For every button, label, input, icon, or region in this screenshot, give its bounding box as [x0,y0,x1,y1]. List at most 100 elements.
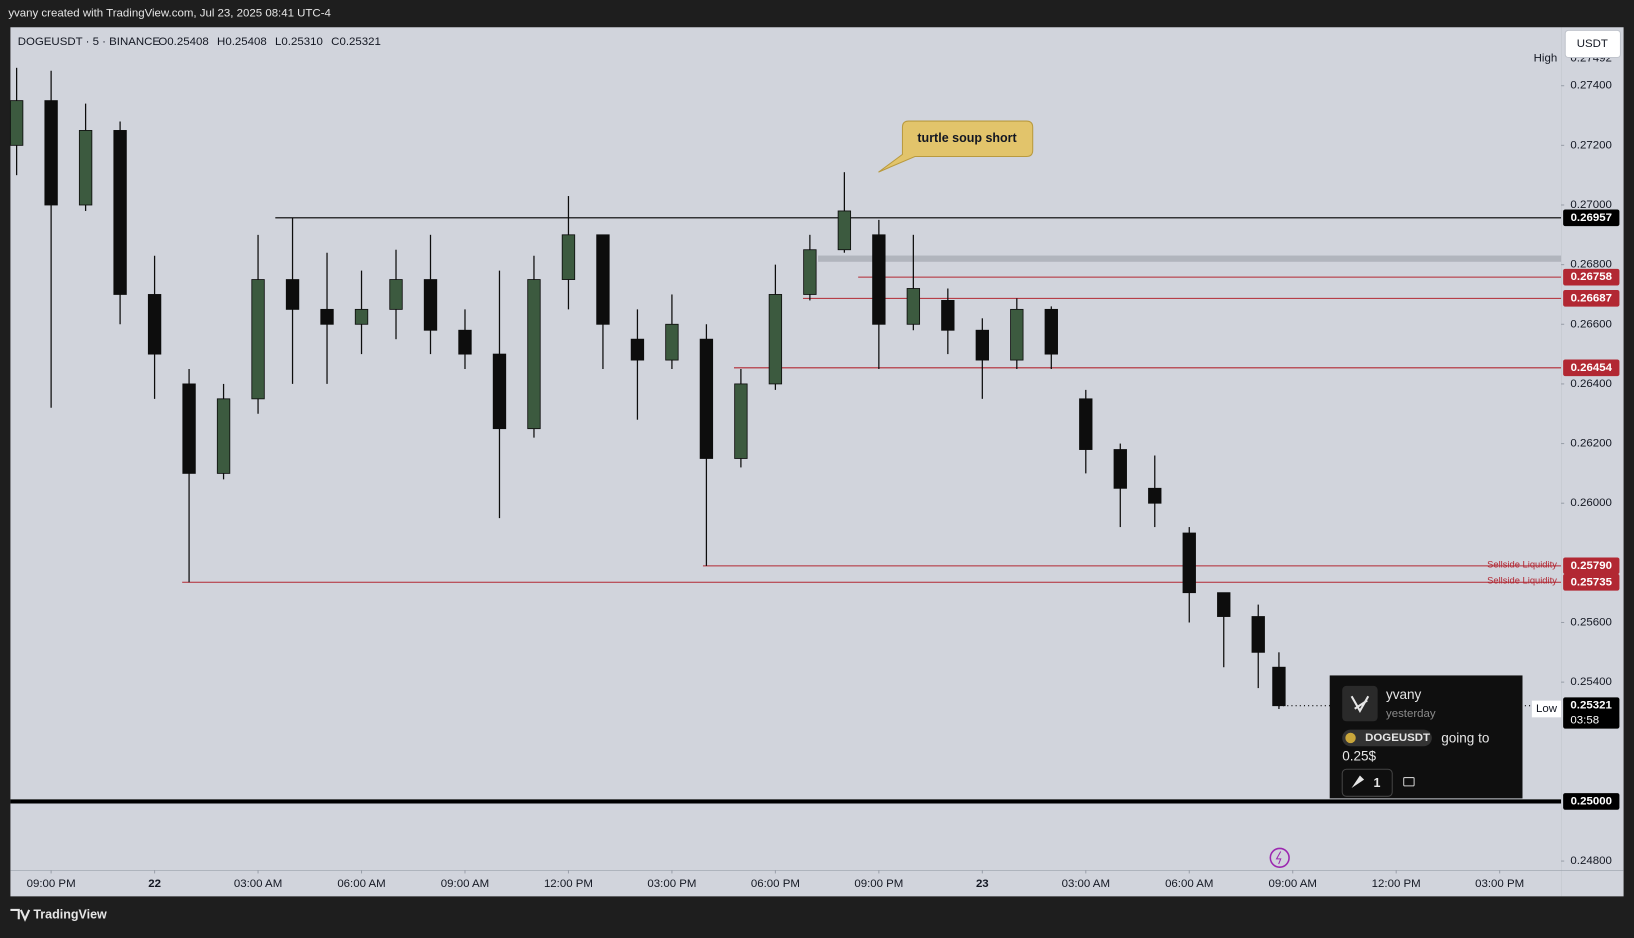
y-tick-label: 0.25600 [1570,617,1611,629]
currency-box[interactable] [1564,29,1621,58]
candle-body [113,130,127,295]
comment-time: yesterday [1386,708,1436,720]
price-label: 0.26687 [1571,292,1612,304]
candle-body [320,308,334,325]
low-tag-bg [1531,700,1562,718]
candles [9,67,1286,709]
candle-body [492,353,507,430]
x-tick-label: 09:00 PM [27,878,76,890]
symbol-chip[interactable] [1342,729,1432,747]
grid [50,85,1565,874]
coin-icon [1345,732,1356,744]
candle-body [803,249,817,295]
legend-value: L0.25310 [275,36,323,48]
event-bolt [1275,851,1282,865]
x-tick-label: 03:00 PM [647,878,696,890]
annotation: turtle soup short [917,131,1017,145]
candle-body [285,279,300,310]
legend-value: C0.25321 [331,36,381,48]
high-tag: High [1534,52,1558,64]
candle-body [1044,308,1058,355]
candle-body [699,338,714,459]
price-label: 0.26758 [1571,271,1613,283]
price-label-bg [1563,793,1620,810]
boost-button[interactable] [1341,768,1393,797]
high-price: 0.27492 [1570,52,1611,64]
candle-body [458,329,472,355]
y-tick-label: 0.26400 [1570,378,1611,390]
comment-text: 0.25$ [1342,748,1376,763]
price-label: 0.25735 [1571,576,1613,588]
price-label-bg [1563,359,1620,377]
candle-body [561,234,576,280]
price-label: 0.26957 [1571,212,1612,224]
x-tick-label: 23 [976,878,989,890]
candle-body [872,234,886,325]
x-tick-label: 22 [148,878,161,890]
candle-body [216,398,231,474]
candle-body [527,279,541,430]
comment-symbol: DOGEUSDT [1365,732,1430,744]
header-text: yvany created with TradingView.com, Jul … [8,8,331,20]
legend-value: O0.25408 [158,36,208,48]
time-axis [10,870,1562,897]
candle-body [1148,487,1162,504]
candle-body [906,288,921,325]
logo [10,908,31,922]
brand: TradingView [33,907,107,921]
candle-body [423,279,438,331]
candle-body [147,294,162,355]
candle-body [734,383,748,459]
countdown: 03:58 [1570,714,1599,726]
reply-icon[interactable] [1403,777,1415,787]
comment-author: yvany [1386,687,1422,702]
candle-body [1010,308,1024,361]
candle-body [1272,666,1286,707]
y-tick-label: 0.27000 [1570,199,1611,211]
zone [818,255,1562,262]
legend-value: H0.25408 [217,36,267,48]
last-price-bg [1563,697,1620,729]
y-tick-label: 0.26200 [1570,438,1611,450]
y-tick-label: 0.25400 [1570,676,1611,688]
low-tag: Low [1536,703,1558,715]
level-note: Sellside Liquidity [1487,559,1557,569]
y-tick-label: 0.26600 [1570,318,1611,330]
candle-body [1079,398,1093,450]
y-tick-label: 0.24800 [1570,855,1611,867]
candle-body [596,234,610,325]
x-tick-label: 12:00 PM [1372,878,1421,890]
currency: USDT [1577,38,1608,50]
x-tick-label: 09:00 AM [1269,878,1317,890]
x-tick-label: 06:00 AM [1165,878,1213,890]
candle-body [389,279,403,310]
candle-body [837,210,852,251]
event-icon[interactable] [1269,847,1290,868]
candle-body [251,279,265,400]
candle-body [1182,532,1196,594]
x-tick-label: 06:00 PM [751,878,800,890]
price-label-bg [1563,573,1620,591]
candle-body [630,338,645,361]
candle-body [9,100,24,146]
x-tick-label: 03:00 AM [234,878,282,890]
legend-ohlc: O0.25408 H0.25408 L0.25310 C0.25321 [158,36,380,48]
x-tick-label: 09:00 AM [441,878,489,890]
x-tick-label: 12:00 PM [544,878,593,890]
price-label-bg [1563,557,1620,575]
symbol: DOGEUSDT · 5 · BINANCE [18,36,161,48]
price-label-bg [1563,209,1620,227]
y-tick-label: 0.26800 [1570,259,1611,271]
y-tick-label: 0.26000 [1570,497,1611,509]
axis-labels: 0.24800 0.25400 0.25600 0.26000 0.26200 0.264… [27,52,1620,890]
plot-area [10,27,1562,871]
comment-card[interactable]: yvany yesterday DOGEUSDT going to 0.25$ … [1329,675,1523,799]
x-tick-label: 03:00 PM [1475,878,1524,890]
callout [878,120,1034,173]
candle-body [182,383,196,474]
avatar [1342,685,1378,722]
levels: Sellside Liquidity Sellside Liquidity [10,217,1562,804]
rocket-icon [1351,775,1365,788]
